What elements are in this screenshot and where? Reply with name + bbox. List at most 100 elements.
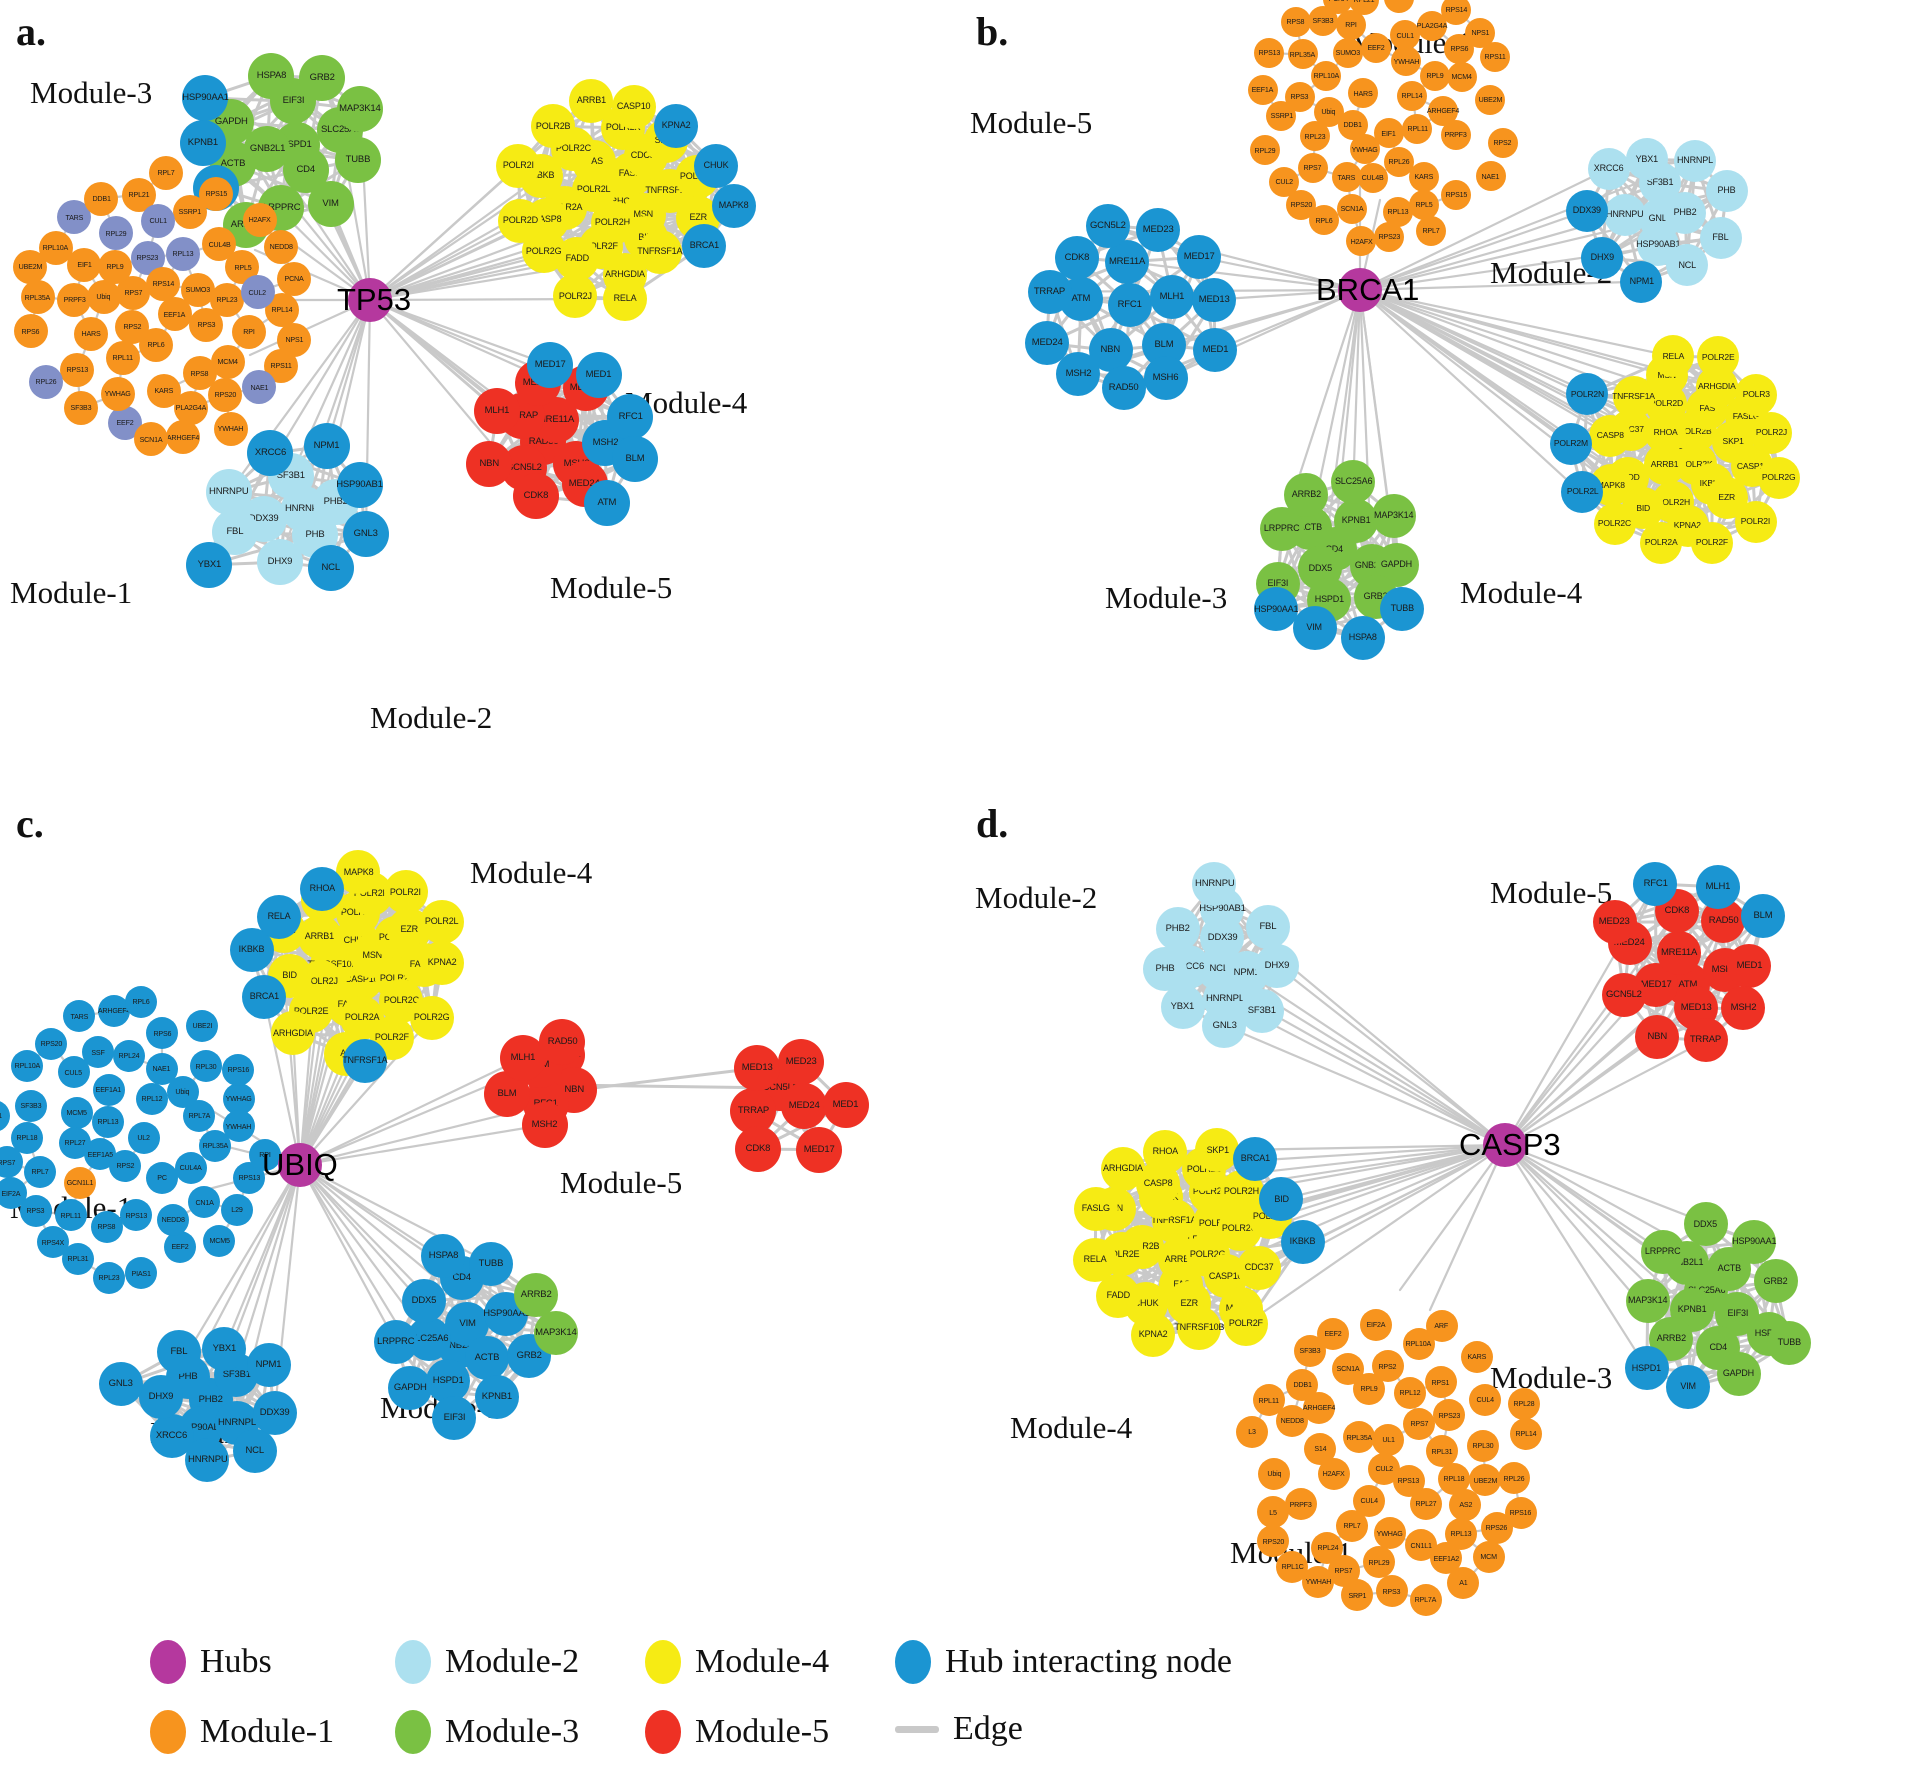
module3-node[interactable]: KPNB1 xyxy=(1334,499,1379,544)
module4-node[interactable]: BRCA1 xyxy=(681,223,726,268)
module4-node[interactable]: POLR2A xyxy=(1639,521,1682,564)
module1-node[interactable]: RPL28 xyxy=(1507,1387,1540,1420)
module3-node[interactable]: GRB2 xyxy=(298,54,345,101)
module2-node[interactable]: PHB2 xyxy=(1155,907,1200,952)
module1-node[interactable]: MCM xyxy=(1472,1540,1505,1573)
module5-node[interactable]: RFC1 xyxy=(1633,862,1678,907)
module1-node[interactable]: RPS1 xyxy=(1424,1366,1457,1399)
module1-node[interactable]: RPS7 xyxy=(1403,1407,1436,1440)
module1-node[interactable]: RPS15 xyxy=(1441,179,1472,210)
module1-node[interactable]: RPL11 xyxy=(1252,1384,1285,1417)
module1-node[interactable]: SF3B3 xyxy=(14,1089,47,1122)
module2-node[interactable]: GNL3 xyxy=(342,510,389,557)
module1-node[interactable]: RPL24 xyxy=(112,1039,145,1072)
module1-node[interactable]: YWHAG xyxy=(100,376,135,411)
module1-node[interactable]: RPL6 xyxy=(125,985,158,1018)
module1-node[interactable]: L3 xyxy=(1236,1415,1269,1448)
module5-node[interactable]: MED23 xyxy=(1135,207,1180,252)
module1-node[interactable]: EEF2 xyxy=(1316,1318,1349,1351)
module4-node[interactable]: POLR3 xyxy=(1734,373,1777,416)
module4-node[interactable]: POLR2F xyxy=(1224,1301,1269,1346)
module1-node[interactable]: RPL35A xyxy=(20,280,55,315)
module1-node[interactable]: RPL10A xyxy=(38,230,73,265)
module4-node[interactable]: BRCA1 xyxy=(242,974,287,1019)
module4-node[interactable]: ARRB1 xyxy=(569,78,614,123)
module1-node[interactable]: Ubiq xyxy=(1258,1457,1291,1490)
module1-node[interactable]: SUMO3 xyxy=(180,272,215,307)
module1-node[interactable]: RPS16 xyxy=(222,1054,255,1087)
module3-node[interactable]: VIM xyxy=(307,181,354,228)
module3-node[interactable]: TUBB xyxy=(334,137,381,184)
module1-node[interactable]: RPL9 xyxy=(1420,60,1451,91)
module4-node[interactable]: POLR2M xyxy=(1549,422,1592,465)
module1-node[interactable]: CUL2 xyxy=(1367,1453,1400,1486)
module1-node[interactable]: YWHAH xyxy=(222,1110,255,1143)
module4-node[interactable]: RELA xyxy=(1073,1237,1118,1282)
module3-node[interactable]: TUBB xyxy=(1379,586,1424,631)
module1-node[interactable]: GCN1L1 xyxy=(64,1166,97,1199)
module4-node[interactable]: KPNA2 xyxy=(420,940,465,985)
module3-node[interactable]: DDX5 xyxy=(401,1278,446,1323)
module1-node[interactable]: RPL6 xyxy=(1308,205,1339,236)
module2-node[interactable]: HNRNPU xyxy=(206,469,253,515)
module1-node[interactable]: RPL7 xyxy=(23,1155,56,1188)
module4-node[interactable]: RELA xyxy=(1651,335,1694,378)
module5-node[interactable]: GCN5L2 xyxy=(1602,973,1647,1018)
module5-node[interactable]: RFC1 xyxy=(1107,283,1152,328)
module1-node[interactable]: NPS1 xyxy=(277,322,312,357)
module2-node[interactable]: DHX9 xyxy=(1581,236,1624,279)
module4-node[interactable]: RELA xyxy=(256,894,301,939)
module1-node[interactable]: Ubiq xyxy=(1313,97,1344,128)
module2-node[interactable]: HNRNPL xyxy=(1674,139,1717,182)
module1-node[interactable]: RPI xyxy=(1336,9,1367,40)
module5-node[interactable]: MSH2 xyxy=(521,1101,568,1148)
module1-node[interactable]: UBE2M xyxy=(1475,85,1506,116)
module2-node[interactable]: FBL xyxy=(1699,216,1742,259)
module5-node[interactable]: MED23 xyxy=(1592,900,1637,945)
module5-node[interactable]: BLM xyxy=(1740,893,1785,938)
module3-node[interactable]: MAP3K14 xyxy=(534,1310,579,1355)
module3-node[interactable]: HSP90AA1 xyxy=(1732,1219,1776,1264)
module1-node[interactable]: RPS8 xyxy=(90,1210,123,1243)
module2-node[interactable]: PHB xyxy=(1705,170,1748,213)
module1-node[interactable]: Ubiq xyxy=(86,279,121,314)
module2-node[interactable]: YBX1 xyxy=(1160,985,1205,1030)
module2-node[interactable]: FBL xyxy=(1245,904,1290,949)
module4-node[interactable]: CASP8 xyxy=(1589,414,1632,457)
module1-node[interactable]: RPL12 xyxy=(135,1083,168,1116)
module1-node[interactable]: CUL4A xyxy=(174,1151,207,1184)
module1-node[interactable]: PRPF3 xyxy=(1284,1488,1317,1521)
module3-node[interactable]: VIM xyxy=(1666,1364,1711,1409)
module1-node[interactable]: EIF2A xyxy=(1360,1308,1393,1341)
module1-node[interactable]: RPL9 xyxy=(97,249,132,284)
module5-node[interactable]: RAD50 xyxy=(1101,366,1146,411)
module2-node[interactable]: HNRNPU xyxy=(1603,193,1646,236)
module3-node[interactable]: HSPA8 xyxy=(1340,616,1385,661)
module1-node[interactable]: RPS8 xyxy=(1280,6,1311,37)
module1-node[interactable]: HARS xyxy=(74,316,109,351)
module3-node[interactable]: KPNB1 xyxy=(180,119,227,166)
module4-node[interactable]: POLR2G xyxy=(1757,456,1800,499)
module2-node[interactable]: GNL3 xyxy=(1202,1003,1247,1048)
module1-node[interactable]: UL1 xyxy=(1372,1423,1405,1456)
module2-node[interactable]: HSP90AB1 xyxy=(336,462,383,509)
module3-node[interactable]: GRB2 xyxy=(1753,1259,1798,1304)
module4-node[interactable]: POLR2I xyxy=(496,143,541,188)
module1-node[interactable]: RPS23 xyxy=(1374,222,1405,252)
module5-node[interactable]: MSH6 xyxy=(1143,356,1188,401)
module5-node[interactable]: GCN5L2 xyxy=(1086,203,1131,248)
module1-node[interactable]: SCN1A xyxy=(1331,1352,1364,1385)
module1-node[interactable]: Ubiq xyxy=(166,1075,199,1108)
module1-node[interactable]: NPS1 xyxy=(1465,17,1496,48)
module4-node[interactable]: POLR2G xyxy=(409,995,454,1040)
module2-node[interactable]: DHX9 xyxy=(256,539,303,586)
module1-node[interactable]: RPL23 xyxy=(93,1261,126,1294)
module1-node[interactable]: RPL18 xyxy=(11,1121,44,1154)
module1-node[interactable]: RPL13 xyxy=(165,236,200,271)
module2-node[interactable]: DDX39 xyxy=(1565,189,1608,232)
module4-node[interactable]: POLR2J xyxy=(1750,411,1793,454)
module1-node[interactable]: CUL4 xyxy=(1353,1484,1386,1517)
module1-node[interactable]: YWHAG xyxy=(1373,1517,1406,1550)
module4-node[interactable]: RHOA xyxy=(300,866,345,911)
module5-node[interactable]: MLH1 xyxy=(1695,864,1740,909)
